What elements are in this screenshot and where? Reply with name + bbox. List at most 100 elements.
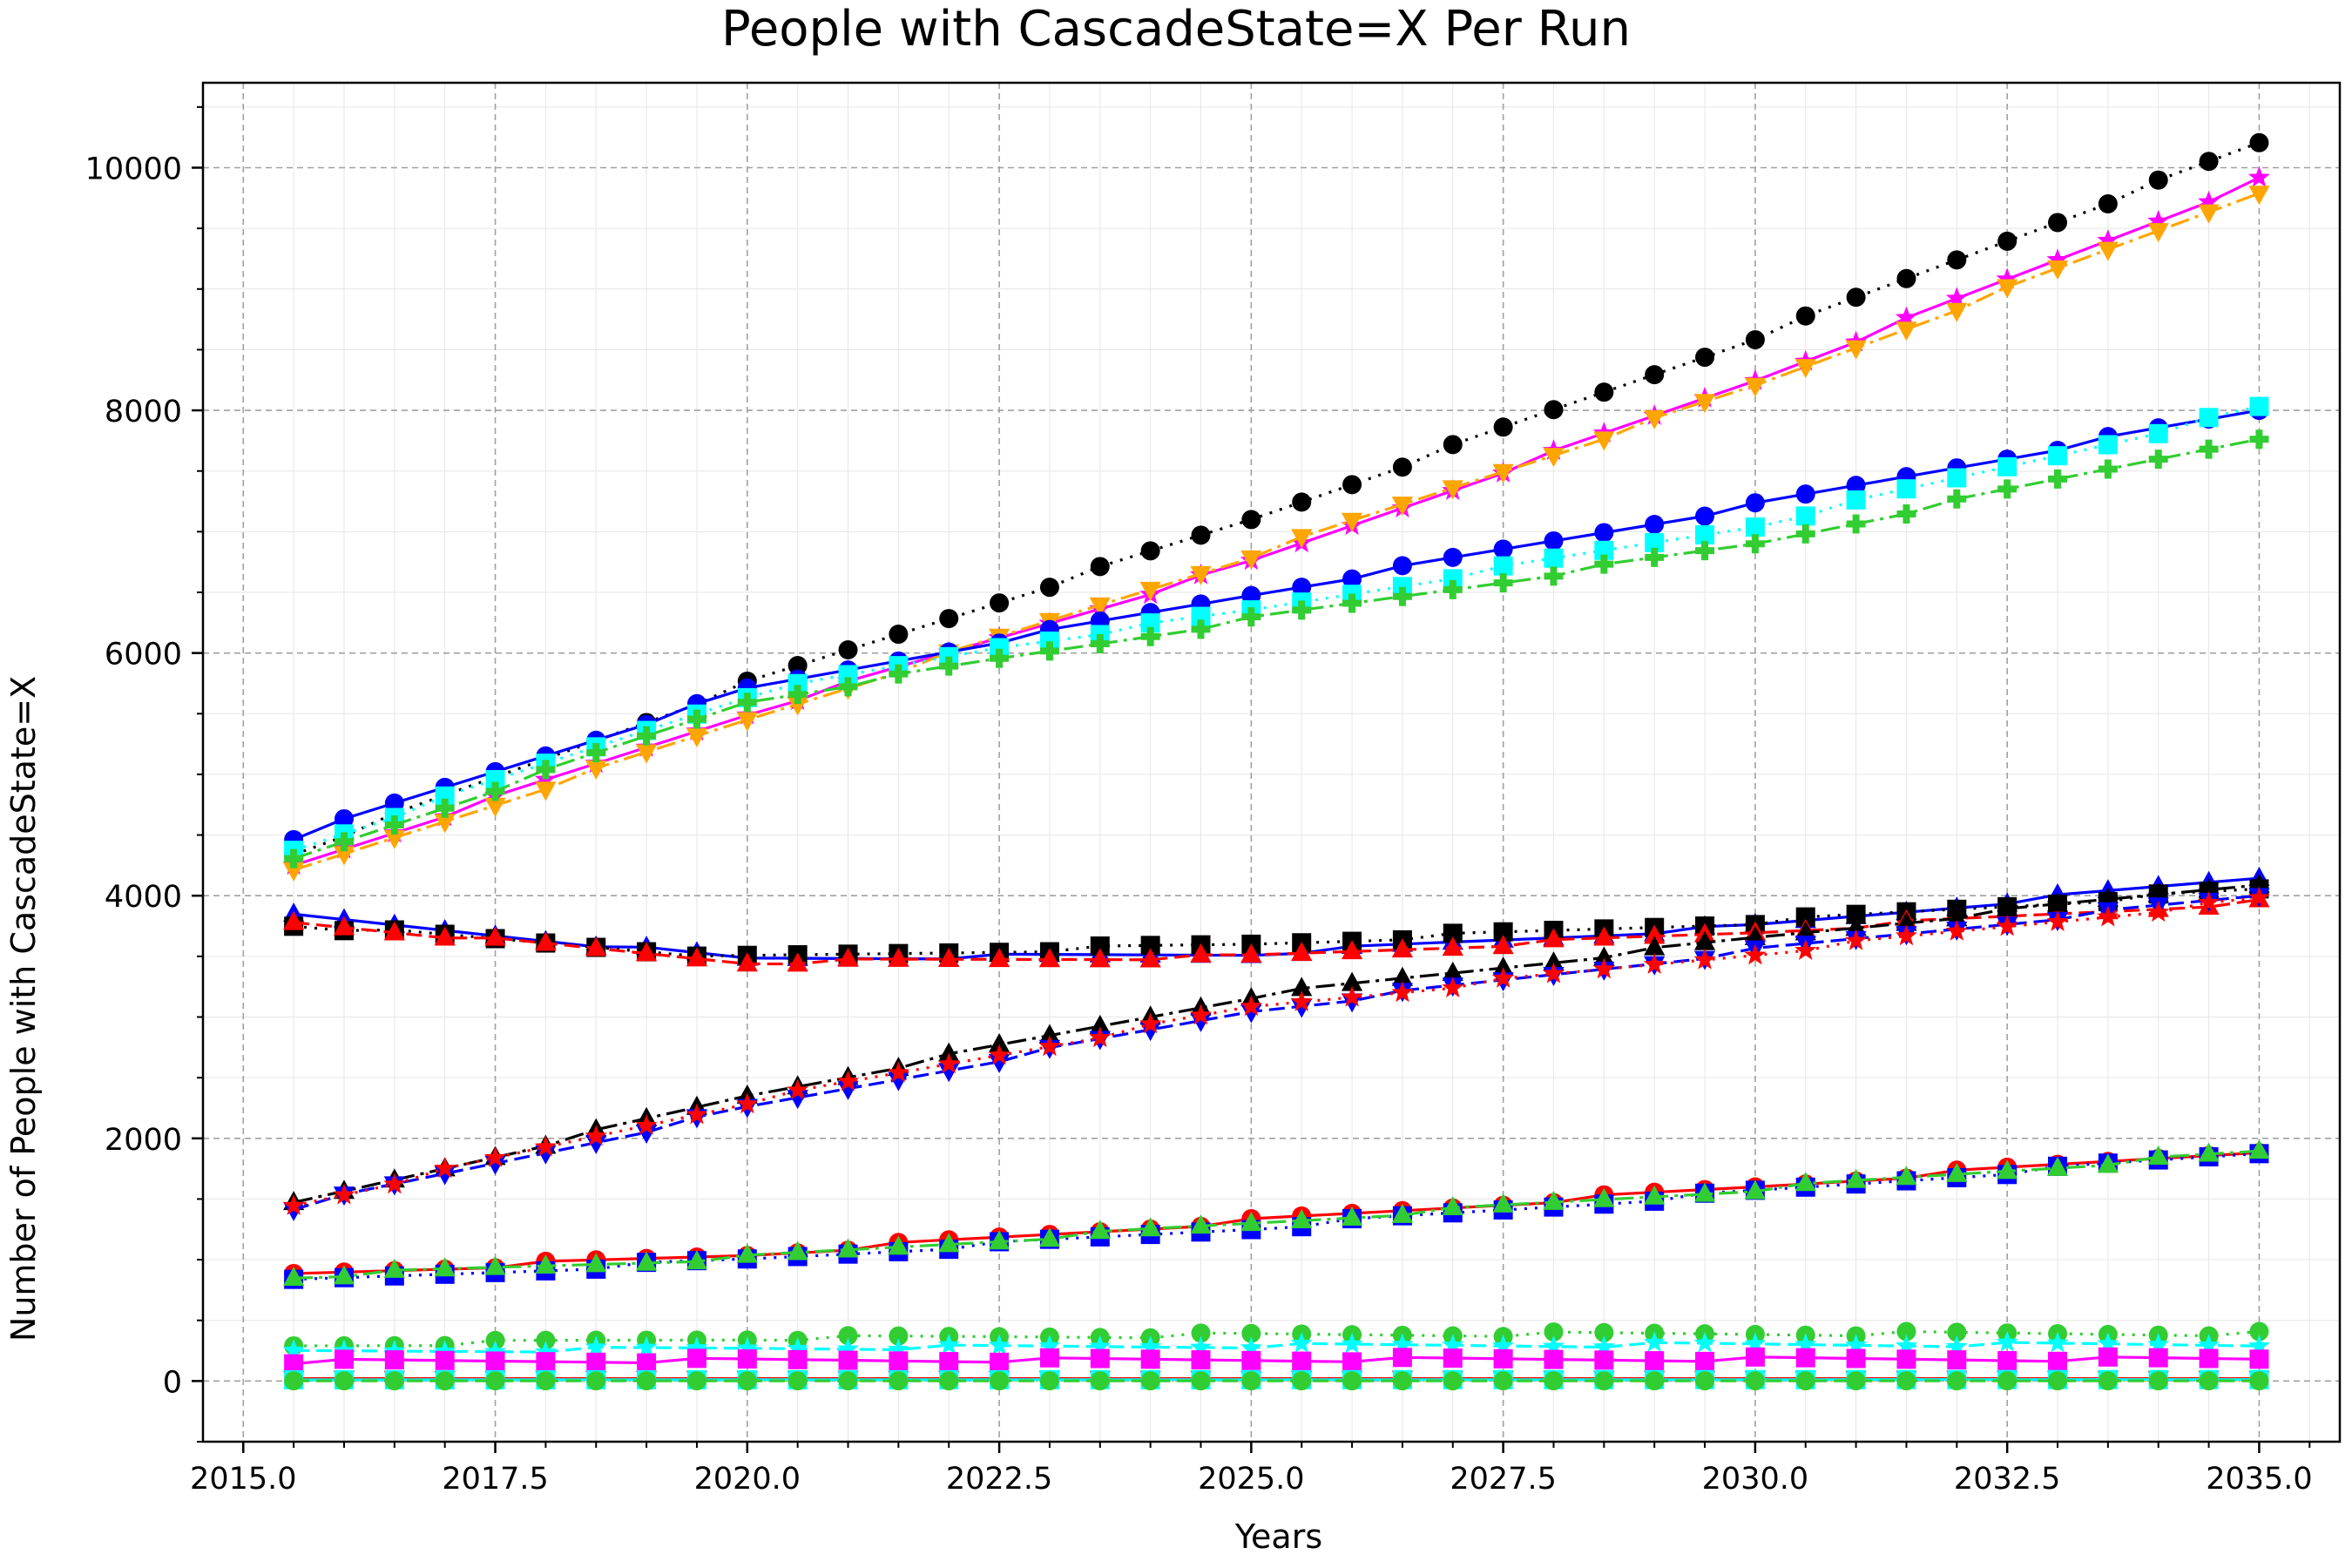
data-point: [1845, 1168, 1867, 1188]
data-point: [1492, 1193, 1514, 1213]
data-point: [383, 921, 405, 941]
data-point: [2046, 892, 2069, 912]
data-point: [2248, 873, 2270, 893]
data-point: [1443, 579, 1463, 599]
data-point: [787, 1078, 809, 1100]
data-point: [1190, 1214, 1212, 1234]
data-point: [838, 1371, 858, 1391]
data-point: [1341, 971, 1363, 991]
data-point: [585, 1335, 607, 1357]
data-point: [2248, 1139, 2270, 1159]
x-tick-label: 2027.5: [1450, 1462, 1556, 1497]
data-point: [1443, 435, 1463, 455]
data-point: [838, 665, 858, 685]
data-point: [1997, 1159, 2018, 1179]
data-point: [990, 593, 1010, 613]
data-point: [1645, 515, 1665, 534]
data-point: [384, 1371, 404, 1391]
data-point: [1846, 1371, 1866, 1391]
data-point: [787, 952, 808, 972]
data-point: [1542, 1335, 1565, 1356]
data-point: [1593, 431, 1615, 451]
data-point: [2249, 1321, 2269, 1342]
data-point: [1544, 566, 1564, 586]
data-point: [939, 1371, 959, 1391]
data-point: [1139, 948, 1161, 968]
data-point: [1543, 1190, 1565, 1210]
data-point: [1896, 1321, 1916, 1342]
data-point: [1947, 1322, 1967, 1342]
data-point: [1895, 306, 1917, 328]
data-point: [1140, 1371, 1160, 1391]
data-point: [282, 1194, 305, 1215]
data-point: [1240, 1212, 1262, 1232]
series-18: [284, 1347, 2269, 1374]
data-point: [1443, 1371, 1463, 1391]
data-point: [535, 1254, 557, 1274]
data-point: [1693, 930, 1716, 950]
data-point: [1139, 1012, 1162, 1034]
data-point: [2247, 886, 2270, 908]
data-point: [1391, 966, 1414, 986]
data-point: [1292, 600, 1312, 620]
data-point: [1896, 268, 1916, 288]
data-point: [536, 1330, 556, 1350]
data-point: [737, 1349, 757, 1369]
data-point: [1846, 514, 1866, 534]
series-line: [293, 896, 2260, 1207]
data-point: [1997, 1371, 2017, 1391]
data-point: [1191, 1371, 1211, 1391]
data-point: [1089, 1335, 1112, 1356]
data-point: [1090, 634, 1110, 654]
data-point: [1695, 506, 1715, 526]
data-point: [686, 1103, 708, 1125]
y-tick-label: 2000: [105, 1123, 182, 1158]
data-point: [534, 1135, 557, 1157]
data-point: [1845, 929, 1868, 950]
series-line: [293, 883, 2260, 1204]
data-point: [434, 1166, 456, 1186]
data-point: [2048, 1351, 2068, 1371]
data-point: [2048, 469, 2068, 489]
data-point: [1695, 541, 1715, 561]
data-point: [736, 1336, 759, 1358]
data-point: [536, 1352, 556, 1372]
data-point: [383, 1258, 405, 1278]
data-point: [736, 712, 758, 732]
data-point: [1996, 267, 2018, 289]
data-point: [2147, 209, 2170, 231]
series-line: [293, 176, 2261, 867]
data-point: [435, 1371, 455, 1391]
data-point: [1693, 1182, 1716, 1202]
data-point: [2247, 166, 2270, 187]
data-point: [586, 1371, 606, 1391]
data-point: [1039, 641, 1059, 661]
data-point: [383, 1339, 406, 1361]
data-point: [334, 832, 354, 852]
data-point: [838, 1326, 858, 1346]
data-point: [636, 1251, 658, 1271]
data-point: [1645, 365, 1665, 385]
data-point: [1140, 626, 1160, 646]
data-point: [888, 1071, 909, 1092]
data-point: [2147, 223, 2169, 243]
data-point: [988, 1053, 1010, 1073]
data-point: [1996, 1330, 2018, 1352]
data-point: [1191, 619, 1211, 639]
data-point: [1845, 916, 1867, 936]
data-point: [535, 781, 557, 801]
data-point: [2046, 1156, 2069, 1176]
data-point: [2148, 1371, 2168, 1391]
data-point: [2198, 190, 2220, 212]
data-point: [1695, 1371, 1715, 1391]
data-point: [837, 1337, 860, 1359]
data-point: [1896, 479, 1916, 499]
data-point: [787, 1349, 808, 1369]
series-line: [293, 437, 2260, 861]
data-point: [637, 726, 657, 746]
data-point: [736, 952, 758, 972]
data-point: [1190, 565, 1212, 585]
data-point: [283, 910, 305, 930]
data-point: [787, 673, 808, 693]
data-point: [585, 1253, 607, 1273]
